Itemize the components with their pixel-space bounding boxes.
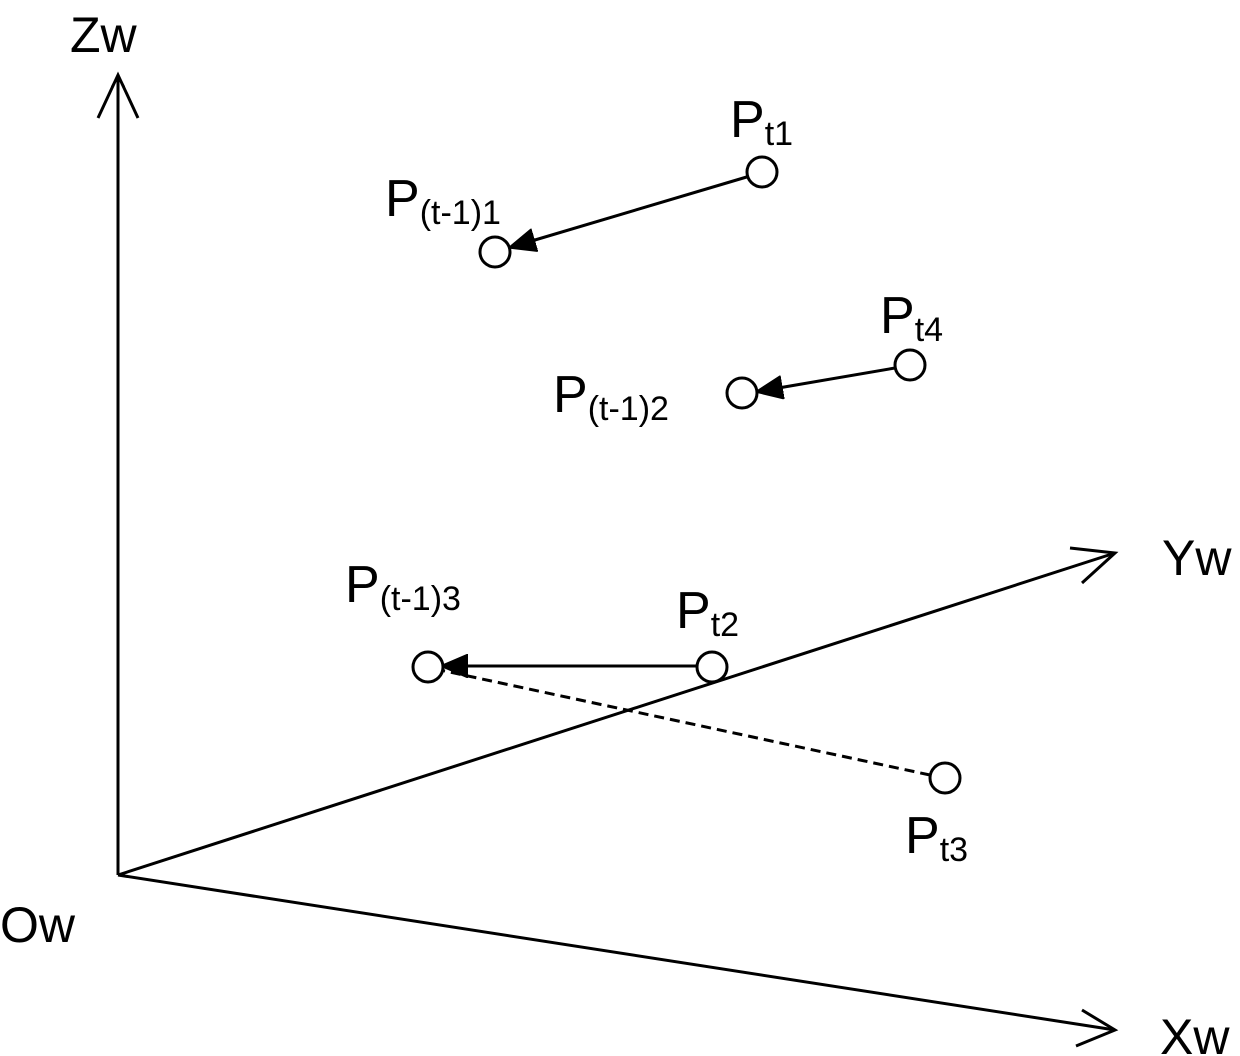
label-sub: t4 [915,311,943,349]
label-main: P [730,91,765,149]
label-sub: (t-1)3 [380,580,461,618]
label-sub: (t-1)2 [588,390,669,428]
point-label: Pt2 [676,582,739,644]
point-label: Pt4 [880,287,943,349]
label-main: P [905,807,940,865]
origin-label: Ow [0,897,76,953]
label-main: P [880,287,915,345]
axes [98,75,1115,1046]
point-label: P(t-1)1 [385,170,501,232]
label-main: P [676,582,711,640]
point-label: Pt1 [730,91,793,153]
point-marker [697,652,727,682]
label-sub: t3 [940,831,968,869]
vector [755,368,895,392]
vector-dashed [440,670,930,775]
y-axis [118,553,1115,875]
label-main: P [553,366,588,424]
z-axis-label: Zw [70,7,138,63]
point-marker [930,763,960,793]
label-sub: t1 [765,115,793,153]
point-marker [413,652,443,682]
label-sub: t2 [711,606,739,644]
label-main: P [385,170,420,228]
vector [508,176,750,248]
x-axis [118,875,1115,1030]
point-marker [895,350,925,380]
label-main: P [345,556,380,614]
point-label: P(t-1)3 [345,556,461,618]
point-marker [727,378,757,408]
y-axis-label: Yw [1162,530,1232,586]
label-sub: (t-1)1 [420,194,501,232]
motion-vectors [440,176,930,775]
point-marker [747,157,777,187]
point-label: P(t-1)2 [553,366,669,428]
point-label: Pt3 [905,807,968,869]
x-axis-label: Xw [1160,1009,1230,1056]
points: Pt1P(t-1)1Pt4P(t-1)2Pt2P(t-1)3Pt3 [345,91,968,869]
point-marker [480,237,510,267]
